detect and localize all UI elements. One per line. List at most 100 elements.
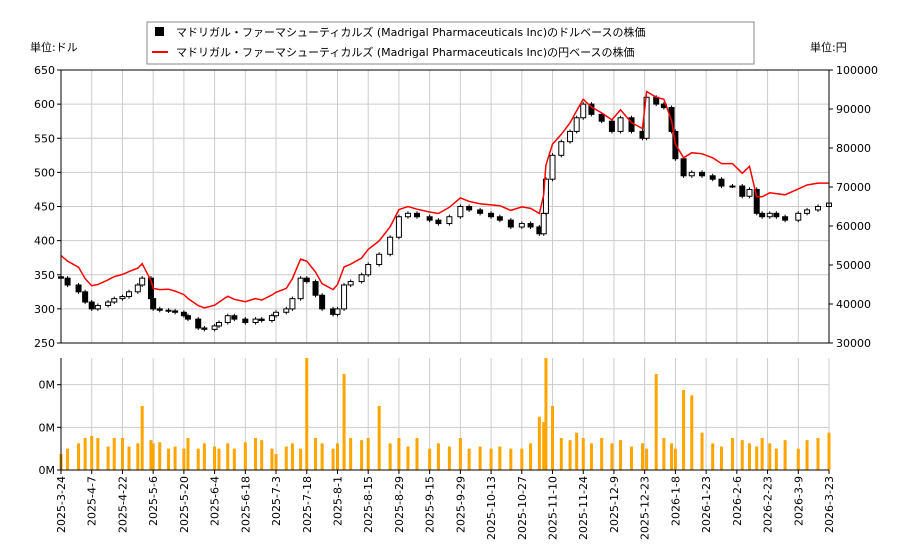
candle-body [688, 171, 695, 177]
volume-bar [520, 448, 524, 470]
candle-body [184, 315, 191, 320]
y-left-tick-label: 400 [34, 235, 55, 248]
volume-bar [630, 446, 634, 470]
left-unit-label: 単位:ドル [30, 41, 78, 54]
candle-body [376, 253, 383, 266]
candle-body [88, 301, 95, 310]
candle-body [507, 219, 514, 228]
x-tick-label: 2025-11-24 [577, 476, 590, 540]
legend-jpy-label: マドリガル・ファーマシューティカルズ (Madrigal Pharmaceuti… [176, 45, 635, 59]
candle-body [496, 216, 503, 221]
candle-body [426, 216, 433, 221]
candle-body [297, 277, 304, 300]
candle-body [165, 309, 172, 312]
candle-body [573, 117, 580, 132]
candle-body [126, 291, 133, 298]
volume-bar [149, 440, 153, 470]
candle-body [347, 281, 354, 286]
y-right-tick-label: 70000 [836, 181, 871, 194]
x-tick-label: 2026-3-9 [792, 476, 805, 526]
candle-body [258, 318, 265, 321]
candle-body [815, 206, 822, 211]
volume-bar [217, 448, 221, 470]
volume-bar [575, 432, 579, 470]
volume-bar [458, 438, 462, 470]
volume-tick-label: 0M [39, 379, 56, 392]
candle-body [303, 277, 310, 283]
candle-body [709, 175, 716, 180]
volume-bar [719, 446, 723, 470]
candle-body [365, 264, 372, 276]
volume-bar [760, 438, 764, 470]
x-tick-label: 2025-6-18 [239, 476, 252, 533]
volume-bar [305, 358, 309, 470]
candle-body [139, 277, 146, 286]
candle-body [341, 284, 348, 310]
volume-bar [274, 454, 278, 470]
y-left-tick-label: 500 [34, 166, 55, 179]
candle-body [804, 209, 811, 214]
x-tick-label: 2025-12-23 [639, 476, 652, 540]
volume-bar [662, 438, 666, 470]
x-tick-label: 2025-5-20 [178, 476, 191, 533]
candle-body [268, 315, 275, 321]
volume-bar [747, 443, 751, 470]
volume-bar [551, 406, 555, 470]
volume-bar [284, 446, 288, 470]
candle-body [195, 318, 202, 329]
candle-body [729, 185, 736, 188]
candle-body [119, 296, 126, 300]
volume-bar [436, 443, 440, 470]
volume-bar [320, 443, 324, 470]
volume-bar [127, 446, 131, 470]
candle-body [111, 298, 118, 303]
volume-bar [243, 442, 247, 470]
volume-bar [568, 440, 572, 470]
candle-body [404, 212, 411, 218]
candle-body [580, 103, 587, 119]
volume-bar [377, 406, 381, 470]
y-left-tick-label: 550 [34, 132, 55, 145]
volume-bar [140, 406, 144, 470]
y-right-tick-label: 40000 [836, 298, 871, 311]
volume-bar [673, 448, 677, 470]
candle-body [283, 308, 290, 313]
candle-body [617, 117, 624, 132]
volume-bar [670, 443, 674, 470]
candle-body [527, 223, 534, 228]
volume-bar [270, 448, 274, 470]
volume-bar [196, 448, 200, 470]
candle-body [773, 212, 780, 218]
volume-bar [120, 438, 124, 470]
volume-bar [755, 446, 759, 470]
volume-bar [90, 435, 94, 470]
volume-bar [711, 443, 715, 470]
volume-bar [447, 446, 451, 470]
candle-body [608, 120, 615, 132]
volume-bar [796, 448, 800, 470]
volume-bar [478, 446, 482, 470]
x-tick-label: 2025-8-15 [362, 476, 375, 533]
candle-body [201, 327, 208, 330]
volume-bar [529, 443, 533, 470]
candle-body [289, 298, 296, 310]
x-tick-label: 2026-1-8 [669, 476, 682, 526]
candle-body [150, 298, 157, 310]
volume-bar [827, 432, 831, 470]
candle-body [488, 212, 495, 218]
x-tick-label: 2025-10-13 [485, 476, 498, 540]
volume-bar [213, 446, 217, 470]
candle-body [413, 212, 420, 218]
candle-body [224, 315, 231, 324]
x-tick-label: 2026-2-6 [731, 476, 744, 526]
volume-bar [186, 438, 190, 470]
volume-bar [768, 443, 772, 470]
volume-bar [182, 448, 186, 470]
candle-body [334, 308, 341, 315]
volume-bar [349, 438, 353, 470]
candle-body [242, 318, 249, 324]
candle-body [739, 185, 746, 197]
candle-body [312, 281, 319, 296]
candle-body [477, 209, 484, 214]
